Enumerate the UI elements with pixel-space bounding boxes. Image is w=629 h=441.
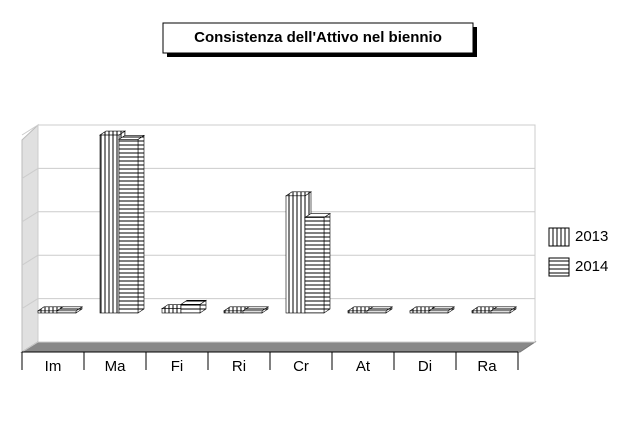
bar [56,310,77,314]
bar-side [323,212,331,314]
x-tick-label: Im [45,358,62,375]
bar-side [137,134,145,314]
bar [428,310,449,314]
floor [20,341,537,353]
bar [37,310,58,314]
title-box [162,22,474,54]
bar [285,195,306,314]
x-tick-label: Di [418,358,432,375]
bar [99,134,120,314]
bar [409,310,430,314]
bar [223,310,244,314]
bar [118,139,139,314]
x-tick-label: At [356,358,371,375]
legend-swatch [548,227,570,247]
bar [242,310,263,314]
grid-line-side [21,124,39,136]
bar [304,217,325,314]
grid-line-side [21,298,39,310]
x-tick-label: Fi [171,358,184,375]
x-tick-label: Ri [232,358,246,375]
legend-label: 2013 [575,228,608,245]
legend-swatch [548,257,570,277]
side-wall [21,123,39,353]
grid-line-side [21,341,39,353]
bar [366,310,387,314]
bar [347,310,368,314]
bar [471,310,492,314]
grid-line-side [21,211,39,223]
x-tick-label: Ma [105,358,126,375]
bar [490,310,511,314]
x-tick-label: Ra [477,358,497,375]
grid-line-side [21,167,39,179]
bar [161,308,182,314]
grid-line-side [21,254,39,266]
legend-label: 2014 [575,258,608,275]
x-tick-label: Cr [293,358,309,375]
bar [180,304,201,314]
chart-title: Consistenza dell'Attivo nel biennio [194,29,442,46]
